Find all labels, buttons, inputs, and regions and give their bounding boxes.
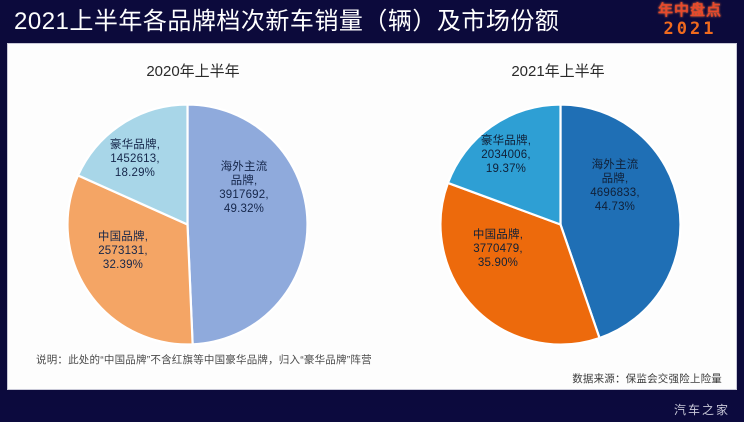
pie-label-overseas-2020-line1: 海外主流 [220,161,268,173]
pie-label-luxury-2020-line2: 1452613, [110,153,160,165]
pie-slice-china-2020 [66,173,194,346]
pie-label-luxury-2021-line1: 豪华品牌, [480,135,532,147]
pie-slice-overseas-2020 [186,103,309,346]
pie-label-overseas-2020-line2: 品牌, [230,175,258,187]
pie-label-china-2021-line3: 35.90% [477,257,519,269]
pie-label-china-2020-line3: 32.39% [102,259,144,271]
pie-label-overseas-2020: 海外主流 品牌, 3917692, 49.32% [193,160,295,216]
pie-label-luxury-2020-line3: 18.29% [114,167,156,179]
content-panel: 2020年上半年 2021年上半年 豪华品牌, 1452613, 18.29% … [8,44,736,389]
pie-label-overseas-2021-line4: 44.73% [594,201,636,213]
data-source-text: 数据来源：保监会交强险上险量 [572,373,722,385]
pie-slice-overseas-2021 [559,103,682,340]
pie-label-china-2021: 中国品牌, 3770479, 35.90% [446,228,550,270]
pie-label-luxury-2020: 豪华品牌, 1452613, 18.29% [83,138,187,180]
footnote-text: 说明：此处的“中国品牌”不含红旗等中国豪华品牌，归入“豪华品牌”阵营 [36,354,372,366]
pie-svg-2020 [66,103,309,346]
pie-label-china-2021-line1: 中国品牌, [472,229,524,241]
pie-label-china-2020-line2: 2573131, [98,245,148,257]
pie-slice-luxury-2020 [76,103,189,227]
left-chart-title: 2020年上半年 [146,63,240,80]
pie-label-overseas-2021-line1: 海外主流 [591,159,639,171]
pie-svg-2021 [439,103,682,346]
badge-top-label: 年中盘点 [657,2,722,19]
pie-label-luxury-2020-line1: 豪华品牌, [109,139,161,151]
pie-label-luxury-2021-line3: 19.37% [485,163,527,175]
pie-label-luxury-2021: 豪华品牌, 2034006, 19.37% [454,134,558,176]
badge-year-label: 2021 [663,19,717,39]
pie-label-china-2020-line1: 中国品牌, [97,231,149,243]
pie-label-overseas-2020-line4: 49.32% [223,203,265,215]
pie-label-overseas-2021-line2: 品牌, [601,173,629,185]
pie-label-overseas-2021-line3: 4696833, [590,187,640,199]
pie-label-china-2020: 中国品牌, 2573131, 32.39% [71,230,175,272]
pie-chart-2021: 豪华品牌, 2034006, 19.37% 海外主流 品牌, 4696833, … [438,102,683,347]
header-bar: 2021上半年各品牌档次新车销量（辆）及市场份额 年中盘点 2021 [0,0,744,44]
page-title: 2021上半年各品牌档次新车销量（辆）及市场份额 [14,8,560,35]
pie-label-overseas-2021: 海外主流 品牌, 4696833, 44.73% [564,158,666,214]
pie-label-luxury-2021-line2: 2034006, [481,149,531,161]
pie-slice-china-2021 [439,181,601,346]
campaign-badge: 年中盘点 2021 [644,2,736,42]
pie-chart-2020: 豪华品牌, 1452613, 18.29% 海外主流 品牌, 3917692, … [65,102,310,347]
pie-label-overseas-2020-line3: 3917692, [219,189,269,201]
watermark: 汽车之家 [673,403,730,417]
pie-label-china-2021-line2: 3770479, [473,243,523,255]
pie-slice-luxury-2021 [446,103,562,227]
right-chart-title: 2021年上半年 [511,63,605,80]
